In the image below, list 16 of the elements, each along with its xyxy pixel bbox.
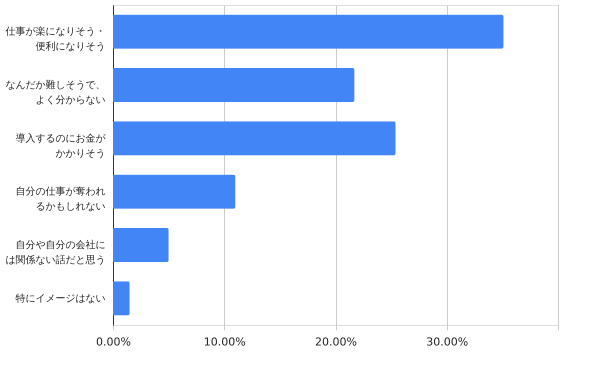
y-tick-label: なんだか難しそうで、よく分からない — [6, 79, 106, 106]
y-tick-label: 自分や自分の会社には関係ない話だと思う — [6, 239, 106, 266]
bar — [113, 228, 169, 262]
y-tick-label: 自分の仕事が奪われるかもしれない — [16, 186, 106, 213]
y-tick-label: 導入するのにお金がかかりそう — [16, 132, 106, 160]
x-tick-label: 10.00% — [204, 336, 246, 348]
bar — [113, 68, 354, 102]
bar — [113, 281, 130, 316]
bar — [113, 14, 504, 49]
bar — [113, 121, 396, 156]
y-tick-label: 特にイメージはない — [16, 292, 106, 304]
x-tick-label: 20.00% — [315, 336, 357, 348]
x-tick-label: 0.00% — [96, 336, 131, 348]
x-tick-label: 30.00% — [426, 336, 468, 348]
bar — [113, 174, 236, 209]
y-tick-label: 仕事が楽になりそう・便利になりそう — [6, 26, 106, 53]
